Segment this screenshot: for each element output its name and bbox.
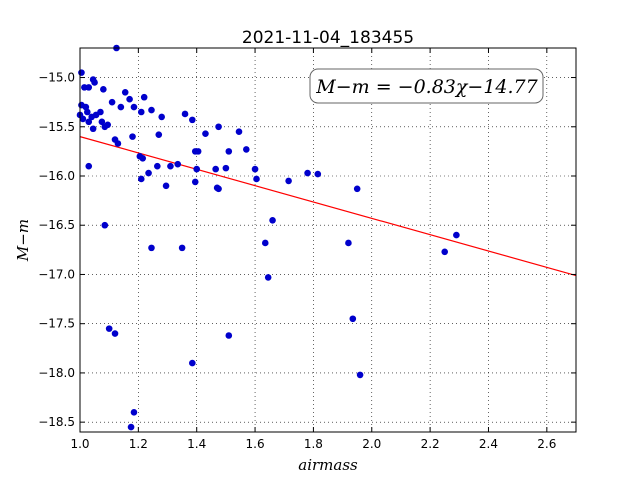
y-tick-label: −17.0	[38, 267, 75, 281]
data-point	[253, 175, 260, 183]
data-point	[261, 239, 269, 247]
data-point	[85, 118, 93, 126]
x-tick-label: 2.0	[362, 437, 381, 451]
y-tick-label: −16.5	[38, 218, 75, 232]
plot-frame	[79, 47, 577, 433]
data-point	[108, 98, 116, 106]
chart-title: 2021-11-04_183455	[242, 28, 414, 48]
x-tick-label: 1.6	[246, 437, 265, 451]
y-tick-label: −18.5	[38, 415, 75, 429]
data-point	[145, 169, 152, 177]
data-point	[453, 231, 460, 239]
fit-line	[79, 136, 577, 277]
data-point	[114, 140, 122, 147]
data-point	[130, 103, 138, 111]
data-point	[126, 95, 133, 103]
data-point	[127, 423, 135, 431]
data-point	[155, 131, 163, 138]
data-point	[129, 133, 136, 140]
data-point	[189, 116, 196, 124]
annotation-box	[309, 68, 544, 104]
data-point	[189, 359, 196, 367]
data-point	[215, 185, 222, 193]
data-point	[148, 106, 155, 114]
data-point	[91, 79, 98, 86]
data-point	[117, 103, 125, 111]
x-tick-label: 2.4	[479, 437, 498, 451]
data-point	[191, 178, 199, 186]
data-point	[212, 165, 219, 173]
x-tick-label: 1.8	[304, 437, 323, 451]
data-point	[78, 69, 85, 76]
x-tick-label: 2.6	[537, 437, 556, 451]
data-point	[225, 332, 233, 339]
data-point	[97, 108, 104, 116]
data-point	[264, 274, 272, 281]
data-point	[154, 162, 161, 170]
data-point	[174, 160, 182, 168]
fit-annotation: M−m = −0.83χ−14.77	[309, 68, 544, 104]
data-point	[130, 409, 138, 416]
y-tick-label: −15.5	[38, 120, 75, 134]
data-point	[356, 371, 364, 379]
data-point	[235, 128, 243, 135]
data-points	[76, 44, 460, 431]
x-axis-label: airmass	[298, 456, 358, 474]
y-tick-label: −18.0	[38, 366, 75, 380]
data-point	[251, 165, 259, 173]
data-point	[202, 130, 209, 137]
data-point	[85, 84, 93, 91]
data-point	[121, 89, 129, 96]
data-point	[100, 86, 107, 93]
data-point	[89, 125, 97, 133]
data-point	[104, 121, 112, 129]
y-tick-label: −15.0	[38, 71, 75, 85]
data-point	[167, 162, 174, 170]
data-point	[137, 175, 145, 183]
fit-line-group	[79, 136, 577, 277]
data-point	[243, 146, 250, 153]
data-point	[162, 182, 170, 190]
data-point	[98, 118, 106, 126]
data-point	[193, 165, 201, 173]
data-point	[349, 315, 357, 323]
data-point	[101, 221, 109, 229]
data-point	[111, 330, 119, 337]
data-point	[140, 93, 148, 101]
y-tick-label: −17.5	[38, 317, 75, 331]
data-point	[304, 169, 311, 177]
grid-lines	[79, 48, 576, 432]
x-tick-label: 1.2	[129, 437, 148, 451]
x-tick-label: 1.0	[70, 437, 89, 451]
axis-ticks: 1.0 1.2 1.4 1.6 1.8 2.0 2.2 2.4 2.6 −15.0 −15.5 −16…	[38, 48, 576, 451]
data-point	[79, 115, 87, 123]
data-point	[178, 244, 186, 252]
x-tick-label: 2.2	[421, 437, 440, 451]
data-point	[105, 325, 113, 332]
data-point	[345, 239, 352, 247]
data-point	[148, 244, 155, 252]
y-axis-label: M−m	[14, 219, 32, 262]
data-point	[137, 108, 145, 116]
data-point	[85, 162, 93, 170]
x-tick-label: 1.4	[187, 437, 206, 451]
data-point	[194, 148, 202, 155]
data-point	[83, 108, 91, 116]
data-point	[269, 217, 276, 224]
data-point	[353, 185, 361, 193]
data-point	[215, 123, 222, 131]
data-point	[441, 248, 449, 256]
data-point	[222, 164, 230, 172]
data-point	[285, 177, 292, 185]
data-point	[158, 113, 165, 121]
annotation-text: M−m = −0.83χ−14.77	[315, 76, 538, 98]
y-tick-label: −16.0	[38, 169, 75, 183]
data-point	[314, 170, 322, 178]
data-point	[225, 148, 233, 155]
data-point	[139, 154, 147, 162]
data-point	[181, 110, 189, 118]
